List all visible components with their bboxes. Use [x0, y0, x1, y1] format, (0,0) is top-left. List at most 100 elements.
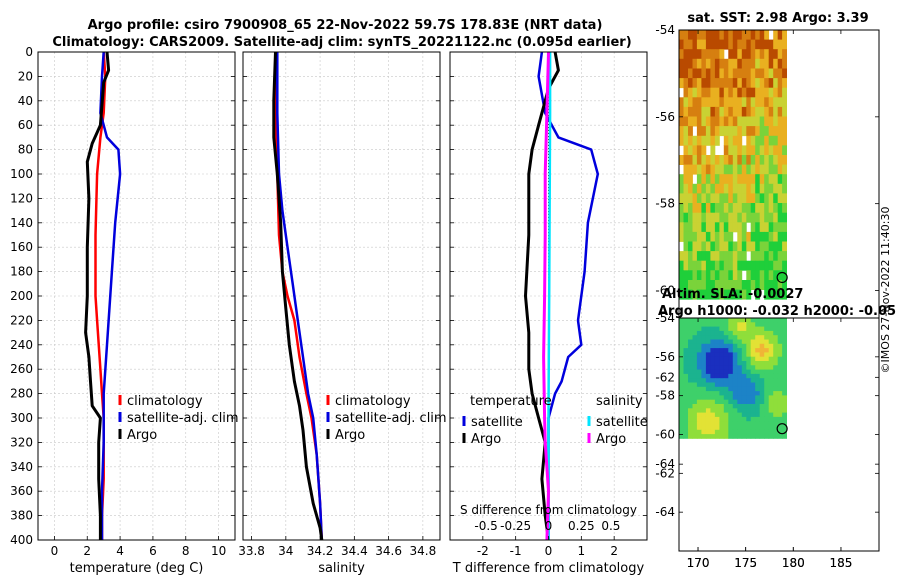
heatmap-cell — [741, 412, 747, 418]
heatmap-cell — [705, 78, 711, 89]
heatmap-cell — [782, 155, 787, 165]
heatmap-cell — [755, 416, 761, 422]
heatmap-cell — [732, 87, 738, 98]
heatmap-cell — [696, 373, 702, 379]
heatmap-cell — [696, 318, 702, 323]
heatmap-cell — [719, 326, 725, 332]
heatmap-cell — [773, 87, 779, 98]
heatmap-cell — [710, 391, 716, 396]
heatmap-cell — [746, 30, 752, 40]
heatmap-cell — [679, 391, 684, 396]
heatmap-cell — [696, 58, 702, 69]
heatmap-cell — [683, 335, 689, 340]
heatmap-cell — [737, 322, 743, 327]
heatmap-cell — [741, 39, 747, 50]
heatmap-cell — [737, 145, 743, 156]
heatmap-cell — [768, 361, 774, 366]
heatmap-cell — [710, 135, 716, 146]
heatmap-cell — [732, 416, 738, 422]
heatmap-cell — [696, 30, 702, 40]
heatmap-cell — [750, 241, 756, 252]
y-tick-label: 300 — [10, 411, 33, 425]
heatmap-cell — [705, 116, 711, 127]
heatmap-cell — [764, 241, 770, 252]
heatmap-cell — [728, 231, 734, 242]
heatmap-cell — [737, 356, 743, 362]
heatmap-cell — [737, 126, 743, 137]
heatmap-cell — [773, 318, 779, 323]
heatmap-cell — [777, 222, 783, 233]
heatmap-cell — [741, 365, 747, 370]
heatmap-cell — [732, 343, 738, 349]
heatmap-cell — [683, 416, 689, 422]
heatmap-cell — [705, 231, 711, 242]
heatmap-cell — [692, 382, 698, 388]
heatmap-cell — [777, 155, 783, 165]
heatmap-cell — [755, 155, 761, 165]
heatmap-cell — [705, 222, 711, 233]
heatmap-cell — [679, 429, 684, 435]
heatmap-cell — [741, 352, 747, 358]
heatmap-cell — [714, 241, 720, 252]
heatmap-cell — [759, 58, 765, 69]
heatmap-cell — [746, 164, 752, 175]
heatmap-cell — [728, 193, 734, 204]
heatmap-cell — [750, 231, 756, 242]
heatmap-cell — [746, 330, 752, 336]
heatmap-cell — [683, 30, 689, 40]
heatmap-cell — [692, 270, 698, 281]
heatmap-cell — [768, 378, 774, 383]
heatmap-cell — [683, 106, 689, 117]
heatmap-cell — [692, 395, 698, 401]
heatmap-cell — [679, 222, 684, 233]
heatmap-cell — [679, 183, 684, 194]
panel-difference: -2 -1 0 1 2 T difference from climatology S di… — [449, 51, 648, 576]
heatmap-cell — [710, 343, 716, 349]
heatmap-cell — [679, 97, 684, 108]
heatmap-cell — [782, 280, 787, 290]
heatmap-cell — [768, 135, 774, 146]
heatmap-cell — [741, 68, 747, 79]
heatmap-cell — [683, 399, 689, 405]
heatmap-cell — [714, 339, 720, 345]
heatmap-cell — [705, 155, 711, 165]
heatmap-cell — [705, 68, 711, 79]
heatmap-cell — [732, 116, 738, 127]
heatmap-cell — [701, 68, 707, 79]
heatmap-cell — [768, 391, 774, 396]
heatmap-cell — [737, 78, 743, 89]
heatmap-cell — [732, 30, 738, 40]
heatmap-cell — [768, 260, 774, 271]
heatmap-cell — [746, 421, 752, 426]
heatmap-cell — [688, 116, 693, 127]
heatmap-cell — [696, 330, 702, 336]
heatmap-cell — [750, 174, 756, 185]
heatmap-cell — [701, 391, 707, 396]
heatmap-cell — [768, 404, 774, 409]
heatmap-cell — [710, 270, 716, 281]
heatmap-cell — [710, 145, 716, 156]
heatmap-cell — [746, 106, 752, 117]
heatmap-cell — [782, 335, 787, 340]
figure-title-line1: Argo profile: csiro 7900908_65 22-Nov-20… — [88, 18, 603, 33]
heatmap-cell — [777, 212, 783, 223]
heatmap-cell — [683, 356, 689, 362]
heatmap-cell — [773, 322, 779, 327]
heatmap-cell — [719, 386, 725, 392]
heatmap-cell — [732, 382, 738, 388]
heatmap-cell — [683, 373, 689, 379]
heatmap-cell — [782, 260, 787, 271]
heatmap-cell — [692, 369, 698, 375]
heatmap-cell — [728, 378, 734, 383]
heatmap-cell — [701, 126, 707, 137]
heatmap-cell — [679, 212, 684, 223]
heatmap-cell — [755, 429, 761, 435]
heatmap-cell — [723, 270, 729, 281]
y-tick-label: 240 — [10, 338, 33, 352]
heatmap-cell — [688, 30, 693, 40]
heatmap-cell — [773, 421, 779, 426]
heatmap-cell — [710, 335, 716, 340]
heatmap-cell — [764, 361, 770, 366]
